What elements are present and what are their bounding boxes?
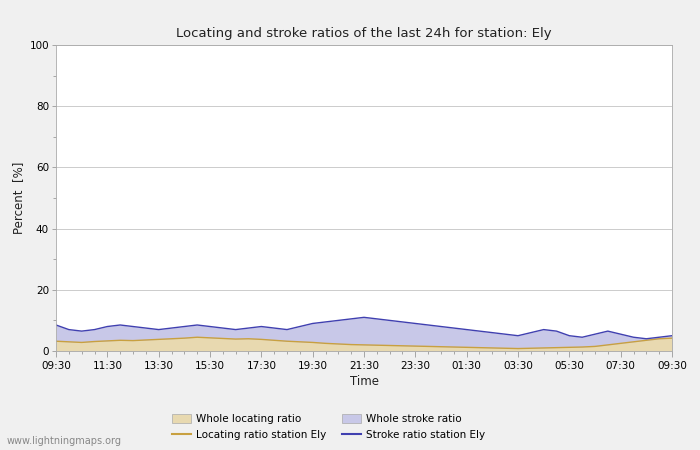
X-axis label: Time: Time — [349, 375, 379, 388]
Y-axis label: Percent  [%]: Percent [%] — [13, 162, 25, 234]
Legend: Whole locating ratio, Locating ratio station Ely, Whole stroke ratio, Stroke rat: Whole locating ratio, Locating ratio sta… — [172, 414, 485, 440]
Text: www.lightningmaps.org: www.lightningmaps.org — [7, 436, 122, 446]
Title: Locating and stroke ratios of the last 24h for station: Ely: Locating and stroke ratios of the last 2… — [176, 27, 552, 40]
